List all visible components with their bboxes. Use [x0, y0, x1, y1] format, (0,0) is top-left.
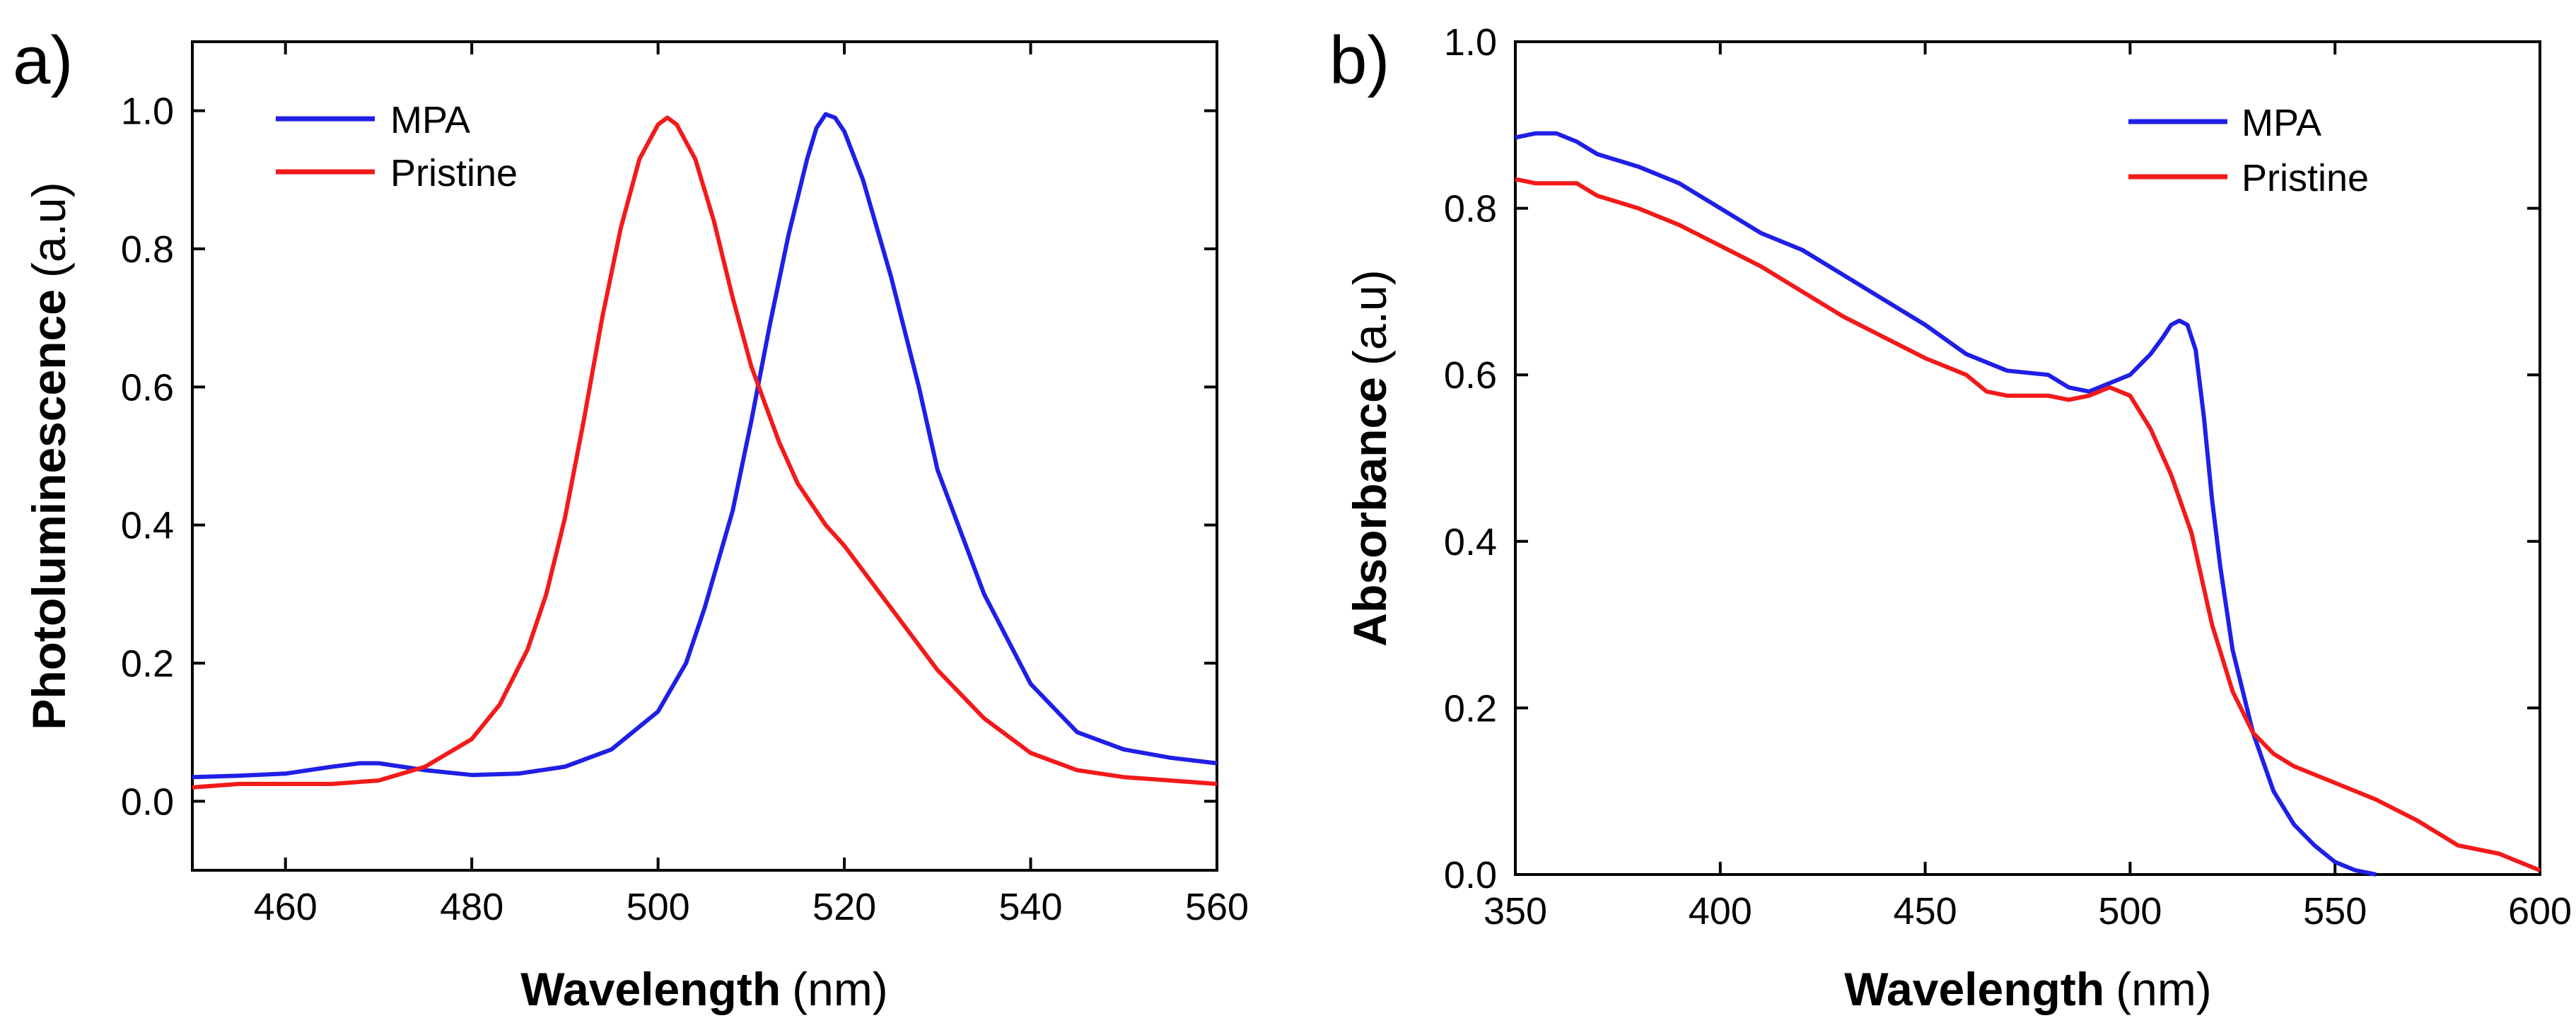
panel-b-plot-frame [1514, 40, 2541, 876]
panel-b-label: b) [1329, 23, 1389, 98]
panel-b-x-tick-labels: 350 400 450 500 550 600 [1484, 890, 2572, 932]
panel-b-series-line-pristine [1515, 177, 2541, 872]
panel-b-y-axis-label: Absorbance (a.u) [1344, 269, 1396, 646]
panel-b-legend-label-pristine: Pristine [2242, 157, 2369, 199]
panel-a-y-axis-label-text: Photoluminescence [23, 289, 75, 730]
panel-b-ticks [1514, 40, 2541, 876]
panel-b-series [1515, 131, 2541, 877]
panel-a-y-tick-label: 0.6 [121, 366, 174, 409]
panel-a-x-tick-label: 560 [1185, 886, 1249, 928]
panel-b-y-tick-label: 0.4 [1444, 521, 1497, 563]
panel-a-series-line-mpa [192, 112, 1218, 780]
panel-a-x-axis-label-text: Wavelength [520, 963, 781, 1015]
panel-b-x-tick-label: 550 [2303, 890, 2367, 932]
panel-a-ticks [192, 42, 1218, 870]
panel-a-plot-frame [191, 40, 1218, 872]
panel-b-series-line-mpa [1515, 131, 2377, 877]
panel-b-legend: MPA Pristine [2128, 102, 2369, 199]
panel-a-x-axis-label: Wavelength (nm) [520, 963, 888, 1015]
panel-a-y-tick-label: 0.8 [121, 228, 174, 271]
panel-b-x-tick-label: 400 [1689, 890, 1752, 932]
panel-a-y-tick-label: 0.4 [121, 505, 174, 547]
panel-a-series-line-pristine [192, 115, 1218, 790]
panel-b-x-tick-label: 450 [1894, 890, 1957, 932]
panel-b-x-axis-label-text: Wavelength [1844, 963, 2104, 1015]
panel-a-y-axis-label: Photoluminescence (a.u) [23, 182, 75, 730]
panel-b-y-tick-label: 0.0 [1444, 854, 1497, 896]
panel-b-y-tick-label: 1.0 [1444, 21, 1497, 64]
panel-b-legend-label-mpa: MPA [2242, 102, 2321, 144]
panel-b-y-tick-label: 0.2 [1444, 687, 1497, 730]
panel-a-y-axis-unit: (a.u) [23, 182, 75, 278]
panel-a-legend: MPA Pristine [276, 99, 518, 194]
panel-a-x-tick-label: 520 [812, 886, 876, 928]
panel-b-y-axis-unit: (a.u) [1344, 269, 1396, 366]
panel-b-y-tick-label: 0.6 [1444, 354, 1497, 397]
panel-a-x-tick-label: 460 [254, 886, 317, 928]
panel-b: b) 350 400 450 500 550 600 0.0 0.2 0.4 0… [1329, 21, 2572, 1015]
panel-b-y-axis-label-text: Absorbance [1344, 377, 1396, 646]
panel-a-series [192, 112, 1218, 790]
panel-a-label: a) [13, 23, 73, 98]
panel-b-x-tick-label: 500 [2098, 890, 2162, 932]
panel-a-y-tick-label: 0.2 [121, 643, 174, 685]
panel-a-x-tick-label: 480 [440, 886, 503, 928]
panel-a-y-tick-labels: 0.0 0.2 0.4 0.6 0.8 1.0 [121, 90, 174, 824]
panel-b-x-tick-label: 350 [1484, 890, 1547, 932]
panel-a-x-tick-label: 540 [998, 886, 1062, 928]
panel-a-x-tick-label: 500 [626, 886, 690, 928]
panel-a-y-tick-label: 0.0 [121, 780, 174, 823]
panel-b-x-tick-label: 600 [2508, 890, 2572, 932]
panel-b-y-tick-labels: 0.0 0.2 0.4 0.6 0.8 1.0 [1444, 21, 1497, 896]
panel-a-y-tick-label: 1.0 [121, 90, 174, 133]
panel-a-legend-label-pristine: Pristine [390, 152, 518, 194]
panel-a: a) 460 480 500 520 540 560 0.0 0.2 0.4 0… [13, 23, 1249, 1015]
panel-a-x-axis-unit: (nm) [792, 963, 888, 1015]
panel-b-y-tick-label: 0.8 [1444, 188, 1497, 230]
panel-a-x-tick-labels: 460 480 500 520 540 560 [254, 886, 1249, 928]
panel-b-x-axis-unit: (nm) [2116, 963, 2212, 1015]
panel-b-x-axis-label: Wavelength (nm) [1844, 963, 2212, 1015]
panel-a-legend-label-mpa: MPA [390, 99, 470, 141]
